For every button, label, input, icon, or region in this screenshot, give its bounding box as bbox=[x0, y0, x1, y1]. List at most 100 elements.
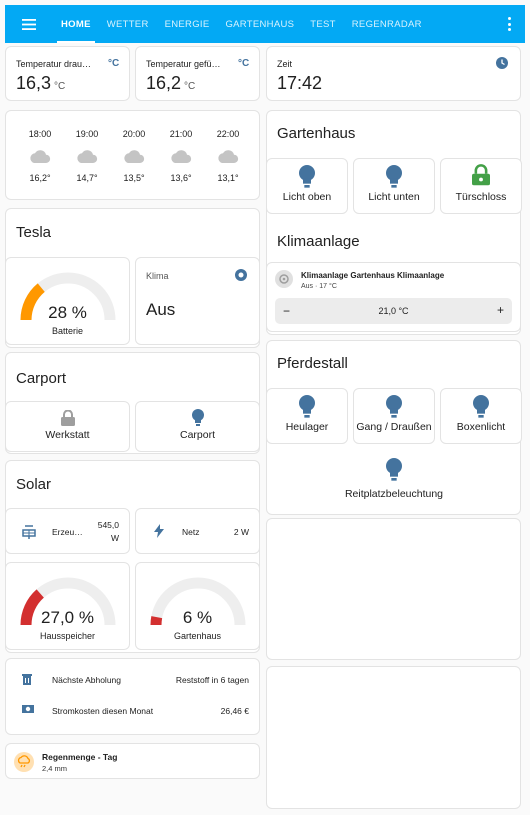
sensor-value: 17:42 bbox=[277, 73, 323, 93]
stromkosten-row[interactable]: Stromkosten diesen Monat 26,46 € bbox=[6, 700, 259, 722]
tab-energie[interactable]: ENERGIE bbox=[164, 18, 210, 30]
tab-gartenhaus[interactable]: GARTENHAUS bbox=[225, 18, 295, 30]
forecast-hour: 22:00 13,1° bbox=[208, 129, 248, 183]
battery-gauge bbox=[20, 272, 116, 321]
menu-icon[interactable] bbox=[11, 5, 47, 43]
entity-name: Netz bbox=[182, 527, 200, 537]
forecast-temp: 16,2° bbox=[29, 173, 51, 183]
werkstatt-button[interactable]: Werkstatt bbox=[5, 401, 130, 452]
top-toolbar: HOME WETTER ENERGIE GARTENHAUS TEST REGE… bbox=[5, 5, 525, 43]
forecast-temp: 13,6° bbox=[170, 173, 192, 183]
section-title: Solar bbox=[16, 476, 52, 493]
hausspeicher-gauge bbox=[20, 577, 116, 626]
sensor-value: 16,2 °C bbox=[146, 73, 196, 93]
empty-card bbox=[266, 518, 521, 660]
netz-card[interactable]: Netz 2 W bbox=[135, 508, 260, 554]
forecast-temp: 14,7° bbox=[76, 173, 98, 183]
tab-test[interactable]: TEST bbox=[310, 18, 336, 30]
heulager-button[interactable]: Heulager bbox=[266, 388, 348, 444]
tab-home[interactable]: HOME bbox=[53, 5, 99, 43]
forecast-time: 18:00 bbox=[28, 129, 52, 139]
cloud-icon bbox=[124, 150, 145, 163]
forecast-time: 21:00 bbox=[169, 129, 193, 139]
entity-value: 545,0 W bbox=[97, 520, 119, 543]
tuerschloss-button[interactable]: Türschloss bbox=[440, 158, 522, 214]
section-title: Tesla bbox=[16, 224, 52, 241]
target-temperature: 21,0 °C bbox=[378, 306, 409, 316]
time-card[interactable]: Zeit 17:42 bbox=[266, 46, 521, 101]
button-label: Werkstatt bbox=[45, 429, 90, 441]
lightbulb-icon bbox=[386, 165, 402, 188]
hourly-forecast-card: 18:00 16,2° 19:00 14,7° 20:00 13,5° 21:00 13,6°… bbox=[5, 110, 260, 200]
sensor-card-felt-temp[interactable]: Temperatur gefü… °C 16,2 °C bbox=[135, 46, 260, 101]
battery-gauge-card[interactable]: 28 % Batterie bbox=[5, 257, 130, 345]
klima-label: Klima bbox=[146, 271, 169, 281]
gauge-value: 27,0 % bbox=[41, 608, 94, 627]
forecast-hour: 18:00 16,2° bbox=[20, 129, 60, 183]
climate-state: Aus · 17 °C bbox=[301, 283, 337, 290]
lightbulb-icon bbox=[473, 395, 489, 418]
lightbulb-icon bbox=[299, 165, 315, 188]
reitplatz-button[interactable]: Reitplatzbeleuchtung bbox=[345, 452, 443, 510]
sensor-card-outside-temp[interactable]: Temperatur drau… °C 16,3 °C bbox=[5, 46, 130, 101]
licht-oben-button[interactable]: Licht oben bbox=[266, 158, 348, 214]
sensor-name: Temperatur gefü… bbox=[146, 59, 221, 69]
forecast-hour: 21:00 13,6° bbox=[161, 129, 201, 183]
boxenlicht-button[interactable]: Boxenlicht bbox=[440, 388, 522, 444]
clock-icon bbox=[496, 57, 508, 69]
cash-icon bbox=[22, 705, 34, 713]
button-label: Licht unten bbox=[368, 191, 420, 203]
button-label: Gang / Draußen bbox=[356, 421, 432, 433]
carport-light-button[interactable]: Carport bbox=[135, 401, 260, 452]
section-title: Gartenhaus bbox=[277, 125, 356, 142]
forecast-time: 19:00 bbox=[75, 129, 99, 139]
climate-icon bbox=[275, 270, 293, 288]
forecast-temp: 13,1° bbox=[217, 173, 239, 183]
increase-button[interactable]: + bbox=[496, 303, 504, 317]
entity-name: Stromkosten diesen Monat bbox=[52, 706, 154, 716]
lightbulb-icon bbox=[386, 458, 402, 481]
button-label: Licht oben bbox=[282, 191, 332, 203]
tab-bar: HOME WETTER ENERGIE GARTENHAUS TEST REGE… bbox=[53, 5, 430, 43]
lightning-icon bbox=[154, 524, 164, 538]
temperature-stepper: − 21,0 °C + bbox=[275, 298, 512, 324]
gauge-value: 6 % bbox=[182, 608, 213, 627]
entity-value: 2,4 mm bbox=[42, 764, 68, 773]
sensor-name: Temperatur drau… bbox=[16, 59, 92, 69]
gartenhaus-gauge-card[interactable]: 6 % Gartenhaus bbox=[135, 562, 260, 650]
button-label: Türschloss bbox=[455, 191, 507, 203]
lightbulb-icon bbox=[386, 395, 402, 418]
entity-name: Nächste Abholung bbox=[52, 675, 121, 685]
forecast-time: 20:00 bbox=[122, 129, 146, 139]
forecast-hour: 20:00 13,5° bbox=[114, 129, 154, 183]
hausspeicher-gauge-card[interactable]: 27,0 % Hausspeicher bbox=[5, 562, 130, 650]
lock-icon bbox=[60, 410, 75, 426]
decrease-button[interactable]: − bbox=[283, 304, 291, 318]
klimaanlage-card[interactable]: Klimaanlage Gartenhaus Klimaanlage Aus ·… bbox=[266, 262, 521, 332]
abholung-row[interactable]: Nächste Abholung Reststoff in 6 tagen bbox=[6, 669, 259, 691]
button-label: Reitplatzbeleuchtung bbox=[344, 488, 444, 500]
solar-panel-icon bbox=[22, 525, 36, 539]
gauge-label: Hausspeicher bbox=[39, 631, 96, 641]
button-label: Carport bbox=[179, 429, 215, 441]
tab-regenradar[interactable]: REGENRADAR bbox=[351, 18, 422, 30]
lightbulb-icon bbox=[299, 395, 315, 418]
thermometer-icon: °C bbox=[108, 58, 120, 69]
fan-icon bbox=[235, 269, 247, 281]
forecast-temp: 13,5° bbox=[123, 173, 145, 183]
gauge-label: Batterie bbox=[51, 326, 84, 336]
klima-card[interactable]: Klima Aus bbox=[135, 257, 260, 345]
regenmenge-card[interactable]: Regenmenge - Tag 2,4 mm bbox=[5, 743, 260, 779]
section-title: Carport bbox=[16, 370, 67, 387]
sensor-value: 16,3 °C bbox=[16, 73, 66, 93]
klima-state: Aus bbox=[146, 300, 176, 319]
thermometer-icon: °C bbox=[238, 58, 250, 69]
more-options-icon[interactable] bbox=[507, 17, 511, 31]
erzeugung-card[interactable]: Erzeu… 545,0 W bbox=[5, 508, 130, 554]
forecast-hour: 19:00 14,7° bbox=[67, 129, 107, 183]
tab-wetter[interactable]: WETTER bbox=[106, 18, 149, 30]
gartenhaus-gauge bbox=[150, 577, 246, 626]
gang-draussen-button[interactable]: Gang / Draußen bbox=[353, 388, 435, 444]
empty-card bbox=[266, 666, 521, 809]
licht-unten-button[interactable]: Licht unten bbox=[353, 158, 435, 214]
